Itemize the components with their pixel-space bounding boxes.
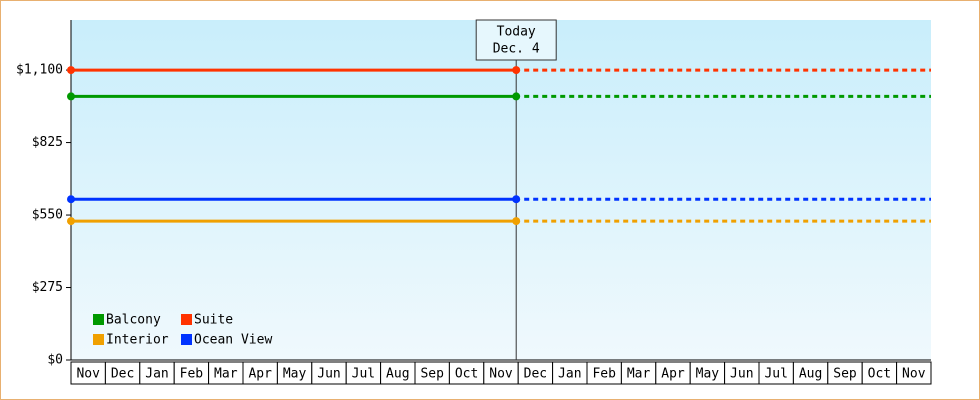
x-tick-label: Feb (180, 367, 204, 382)
x-tick-label: Jan (558, 367, 581, 382)
x-tick-label: May (283, 367, 307, 382)
point (512, 66, 521, 75)
point (67, 195, 75, 204)
x-tick-label: Nov (76, 367, 100, 382)
x-tick-label: Jun (317, 367, 340, 382)
today-box (475, 19, 557, 61)
x-tick-label: Jul (764, 367, 787, 382)
legend-label: Ocean View (194, 333, 272, 348)
x-tick-label: Mar (627, 367, 651, 382)
y-tick-label: $1,100 (16, 63, 63, 78)
x-tick-label: Aug (799, 367, 822, 382)
y-tick-label: $0 (47, 353, 63, 368)
legend-swatch (181, 314, 192, 325)
x-tick-label: Nov (902, 367, 926, 382)
legend-swatch (181, 334, 192, 345)
legend-label: Suite (194, 313, 233, 328)
point (67, 92, 75, 101)
x-tick-label: Sep (420, 367, 444, 382)
x-tick-label: Oct (455, 367, 478, 382)
x-tick-cell (896, 361, 932, 385)
today-label: Today (497, 25, 536, 40)
x-tick-label: Dec (524, 367, 547, 382)
legend-label: Balcony (106, 313, 161, 328)
y-tick-label: $550 (32, 208, 63, 223)
x-tick-label: Sep (833, 367, 857, 382)
plot-area (71, 20, 931, 360)
x-tick-label: Feb (592, 367, 616, 382)
x-tick-label: Aug (386, 367, 409, 382)
point (67, 217, 75, 226)
x-tick-label: Mar (214, 367, 238, 382)
x-tick-label: Oct (868, 367, 891, 382)
y-tick-label: $825 (32, 135, 63, 150)
today-label: Dec. 4 (493, 42, 540, 57)
legend-swatch (93, 314, 104, 325)
legend-swatch (93, 334, 104, 345)
point (67, 66, 75, 75)
x-tick-label: Jun (730, 367, 753, 382)
x-tick-label: Dec (111, 367, 134, 382)
point (512, 92, 521, 101)
point (512, 217, 521, 226)
x-tick-label: Jul (352, 367, 375, 382)
x-tick-label: Jan (145, 367, 168, 382)
x-tick-label: Apr (248, 367, 272, 382)
legend-label: Interior (106, 333, 169, 348)
x-tick-label: May (696, 367, 720, 382)
x-tick-label: Apr (661, 367, 685, 382)
y-tick-label: $275 (32, 280, 63, 295)
point (512, 195, 521, 204)
x-tick-label: Nov (489, 367, 513, 382)
